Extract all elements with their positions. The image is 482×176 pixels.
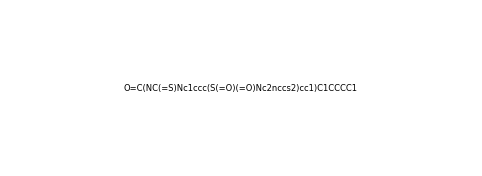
Text: O=C(NC(=S)Nc1ccc(S(=O)(=O)Nc2nccs2)cc1)C1CCCC1: O=C(NC(=S)Nc1ccc(S(=O)(=O)Nc2nccs2)cc1)C… xyxy=(124,83,358,93)
